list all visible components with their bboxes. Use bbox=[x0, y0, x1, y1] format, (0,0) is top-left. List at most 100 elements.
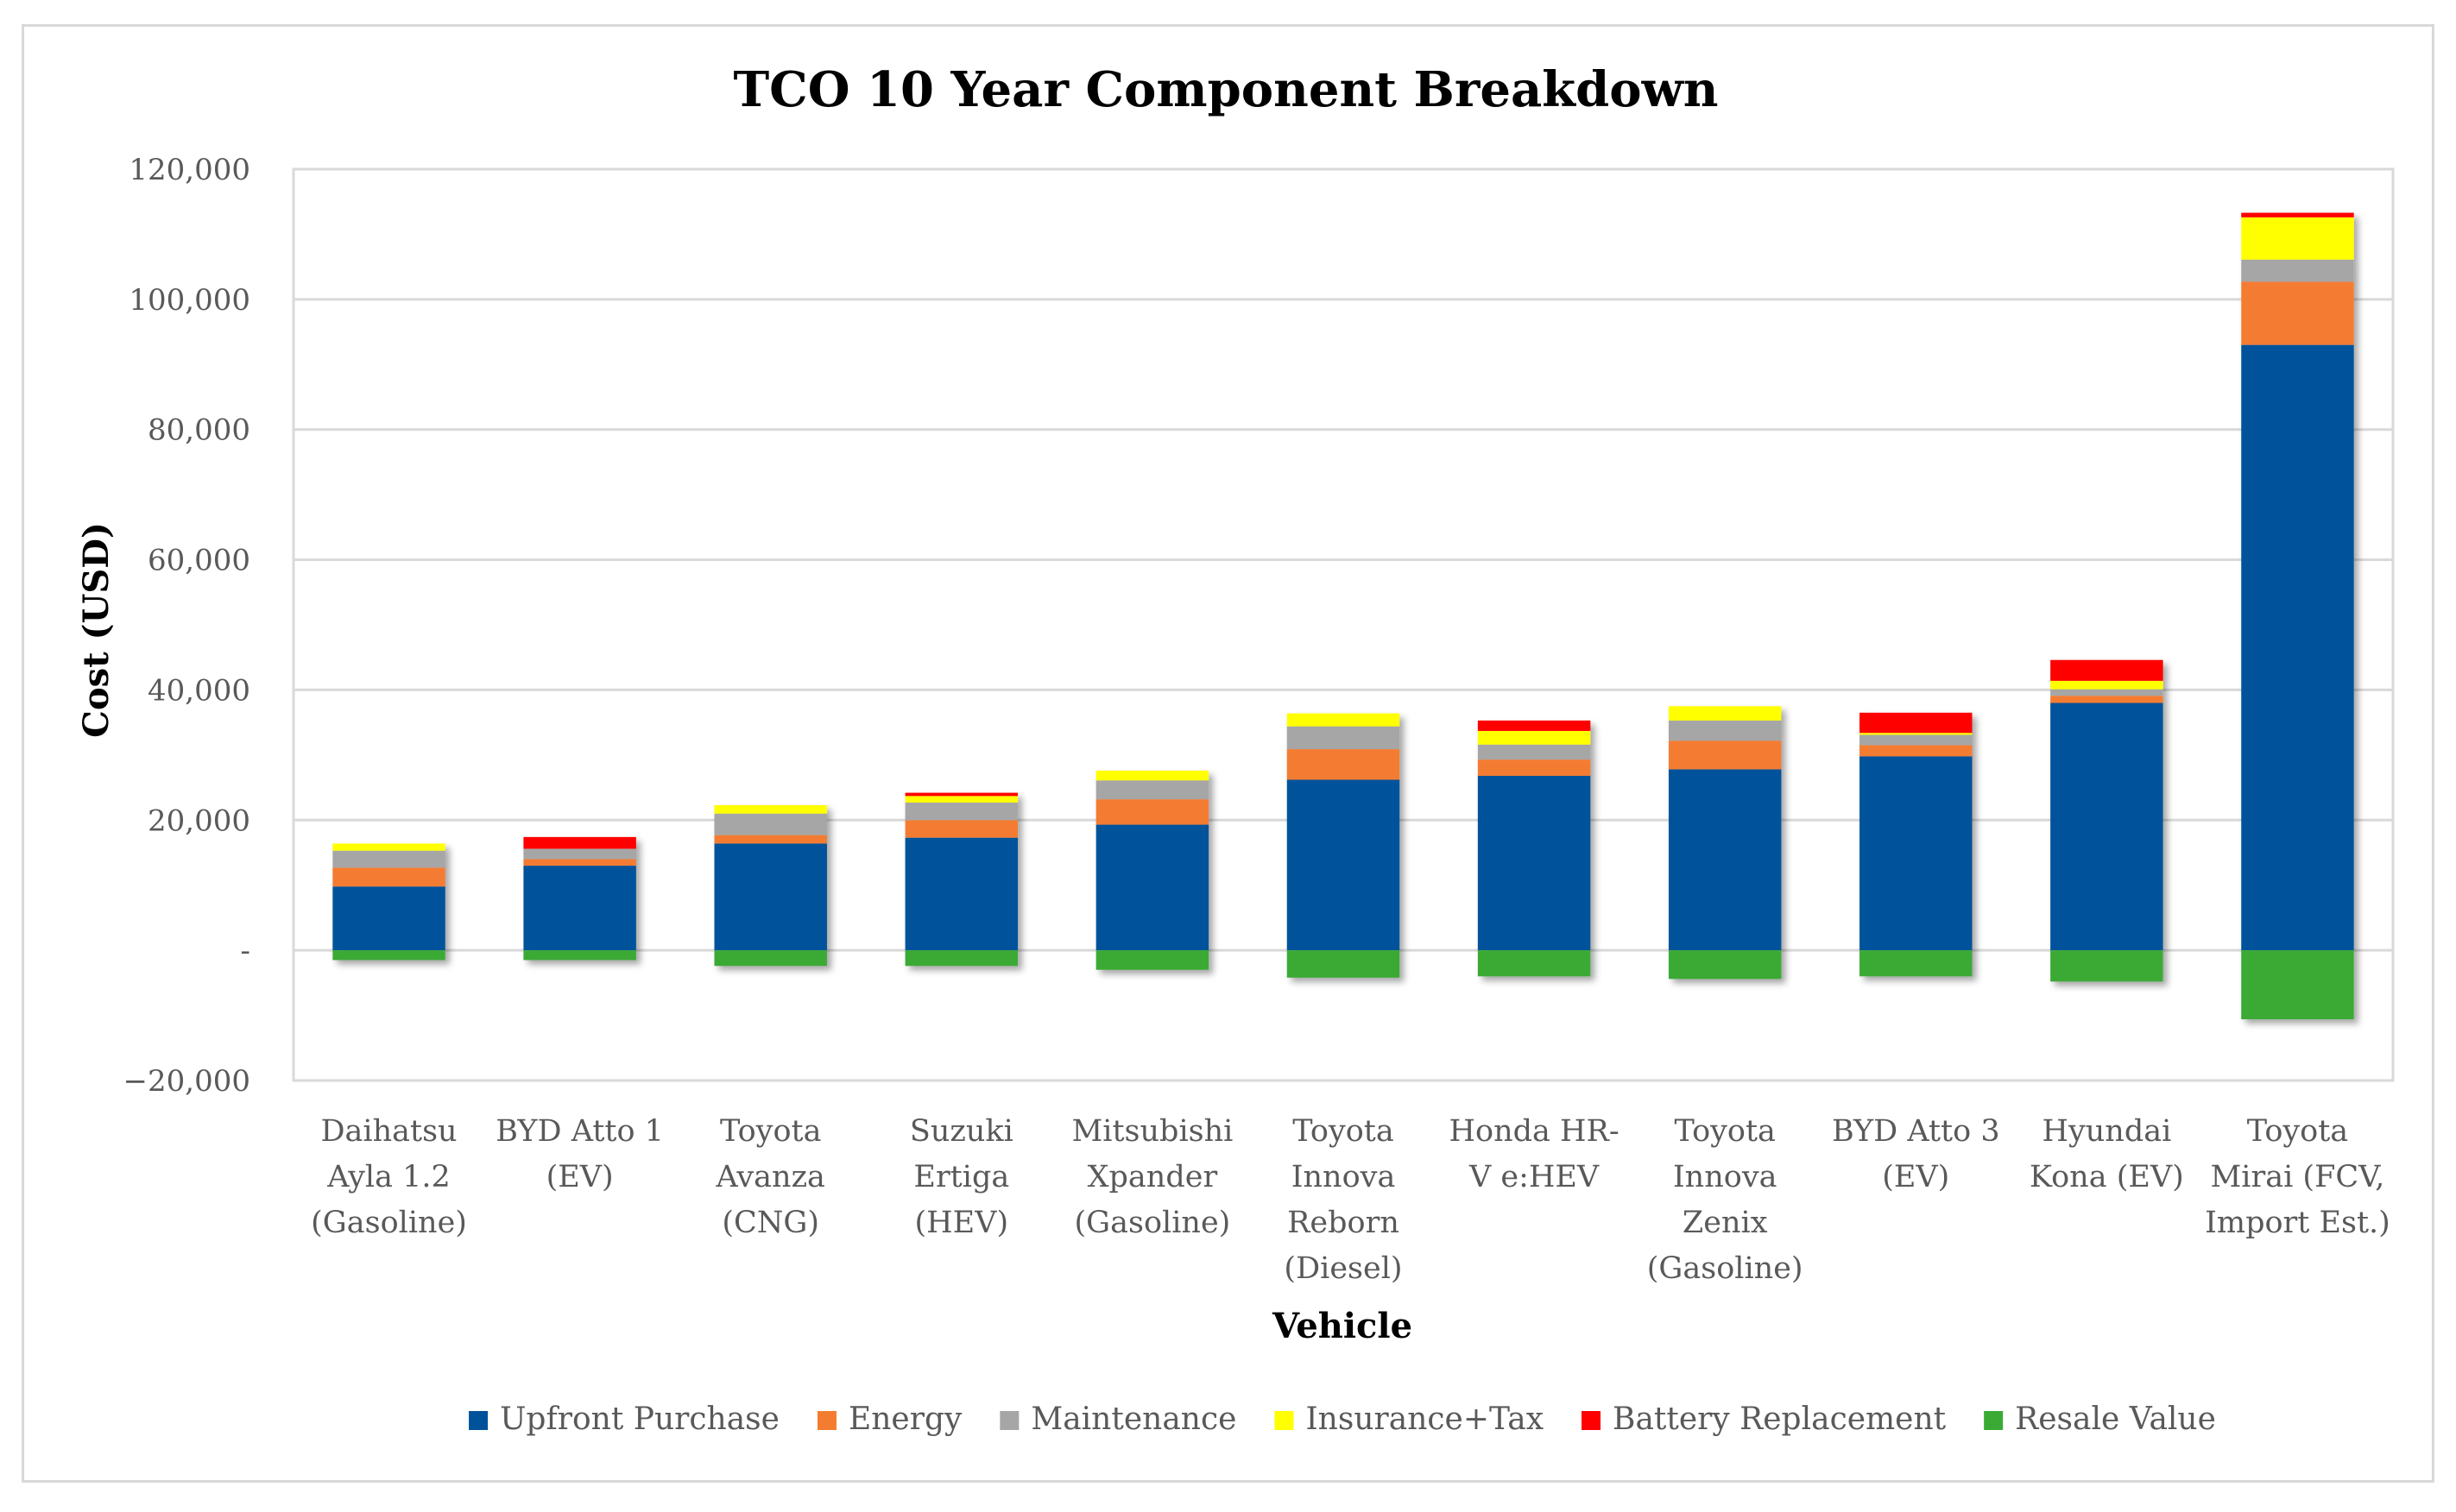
x-tick-label-line: Suzuki bbox=[910, 1114, 1013, 1149]
bar-segment-maintenance bbox=[1859, 734, 1973, 746]
legend-swatch bbox=[817, 1411, 837, 1430]
x-tick-label-line: Mirai (FCV, bbox=[2210, 1160, 2384, 1194]
legend-label: Resale Value bbox=[2015, 1402, 2216, 1437]
bar-segment-upfront-purchase bbox=[1286, 779, 1400, 951]
x-tick-label-line: Import Est.) bbox=[2205, 1206, 2390, 1240]
bar-segment-upfront-purchase bbox=[332, 886, 445, 951]
x-tick-label-line: Hyundai bbox=[2042, 1114, 2171, 1149]
bar-segment-energy bbox=[1095, 799, 1209, 825]
bar-segment-energy bbox=[1286, 749, 1400, 780]
bar-segment-maintenance bbox=[1286, 726, 1400, 750]
bar-segment-battery-replacement bbox=[2050, 659, 2163, 681]
x-tick-label-line: Zenix bbox=[1683, 1206, 1768, 1240]
bar-segment-insurance-tax bbox=[332, 843, 445, 851]
x-tick-label: Honda HR- V e:HEV bbox=[1449, 1114, 1619, 1194]
bar-segment-resale-value bbox=[1668, 950, 1782, 980]
legend-label: Battery Replacement bbox=[1613, 1402, 1947, 1437]
x-tick-label-line: Avanza bbox=[716, 1160, 825, 1194]
plot-area-border bbox=[292, 167, 2395, 1082]
x-tick-label-line: BYD Atto 1 bbox=[496, 1114, 664, 1149]
bar-segment-maintenance bbox=[1668, 720, 1782, 741]
legend-item: Battery Replacement bbox=[1582, 1402, 1947, 1437]
x-tick-label-line: Reborn bbox=[1287, 1206, 1399, 1240]
bar-segment-maintenance bbox=[1095, 780, 1209, 800]
legend-label: Maintenance bbox=[1031, 1402, 1236, 1437]
x-tick-label-line: (Gasoline) bbox=[1647, 1251, 1803, 1286]
x-tick-label-line: Toyota bbox=[1674, 1114, 1775, 1149]
bar-segment-upfront-purchase bbox=[1859, 756, 1973, 951]
bar-segment-energy bbox=[523, 859, 636, 866]
bar-segment-upfront-purchase bbox=[905, 837, 1019, 951]
y-tick-label: 20,000 bbox=[148, 803, 250, 838]
bar-stack bbox=[1859, 712, 1973, 977]
x-tick-label-line: Honda HR- bbox=[1449, 1114, 1619, 1149]
legend-label: Insurance+Tax bbox=[1305, 1402, 1544, 1437]
bar-segment-maintenance bbox=[332, 850, 445, 868]
bar-stack bbox=[332, 843, 445, 961]
bar-stack bbox=[714, 804, 827, 967]
x-tick-label: Toyota Innova Zenix (Gasoline) bbox=[1647, 1114, 1803, 1286]
bar-stack bbox=[905, 792, 1019, 967]
x-tick-label: BYD Atto 1 (EV) bbox=[496, 1114, 664, 1194]
chart-title: TCO 10 Year Component Breakdown bbox=[733, 61, 1718, 118]
x-tick-label-line: Toyota bbox=[1292, 1114, 1393, 1149]
legend-item: Maintenance bbox=[1000, 1402, 1236, 1437]
x-tick-label-line: V e:HEV bbox=[1468, 1160, 1600, 1194]
x-tick-label-line: BYD Atto 3 bbox=[1832, 1114, 2000, 1149]
legend-item: Energy bbox=[817, 1402, 963, 1437]
x-tick-label-line: Xpander bbox=[1088, 1160, 1218, 1194]
legend: Upfront Purchase Energy Maintenance Insuran… bbox=[469, 1402, 2216, 1437]
legend-label: Upfront Purchase bbox=[500, 1402, 780, 1437]
y-tick-label: 40,000 bbox=[148, 673, 250, 708]
bar-segment-resale-value bbox=[2050, 950, 2163, 982]
x-tick-label: Toyota Mirai (FCV, Import Est.) bbox=[2205, 1114, 2390, 1240]
x-tick-label: Mitsubishi Xpander (Gasoline) bbox=[1071, 1114, 1233, 1240]
x-tick-label: Daihatsu Ayla 1.2 (Gasoline) bbox=[311, 1114, 467, 1240]
bar-segment-resale-value bbox=[1477, 950, 1591, 977]
bar-segment-battery-replacement bbox=[2241, 212, 2354, 217]
y-tick-label: 80,000 bbox=[148, 413, 250, 448]
y-tick-label: - bbox=[241, 934, 251, 968]
x-tick-label-line: (Gasoline) bbox=[1075, 1206, 1231, 1240]
bar-segment-upfront-purchase bbox=[2241, 344, 2354, 951]
bar-segment-energy bbox=[714, 835, 827, 844]
y-tick-label: 120,000 bbox=[129, 153, 250, 187]
bar-segment-battery-replacement bbox=[905, 792, 1019, 797]
legend-swatch bbox=[1000, 1411, 1020, 1430]
x-tick-label-line: Innova bbox=[1673, 1160, 1777, 1194]
bar-segment-insurance-tax bbox=[1859, 733, 1973, 735]
bars-layer bbox=[332, 212, 2354, 1020]
bar-segment-resale-value bbox=[714, 950, 827, 967]
bar-segment-resale-value bbox=[1095, 950, 1209, 970]
legend-swatch bbox=[1582, 1411, 1601, 1430]
x-tick-label-line: (EV) bbox=[546, 1160, 614, 1194]
x-tick-label-line: Mitsubishi bbox=[1071, 1114, 1233, 1149]
legend-swatch bbox=[1274, 1411, 1294, 1430]
bar-segment-upfront-purchase bbox=[1668, 769, 1782, 951]
bar-segment-resale-value bbox=[523, 950, 636, 961]
bar-segment-energy bbox=[1477, 759, 1591, 776]
y-tick-labels: −20,000 - 20,000 40,000 60,000 80,000 100,000 1… bbox=[123, 153, 250, 1099]
grid-layer bbox=[292, 167, 2395, 1082]
bar-segment-energy bbox=[1668, 740, 1782, 770]
x-tick-label-line: (CNG) bbox=[722, 1206, 819, 1240]
x-tick-label: Toyota Avanza (CNG) bbox=[716, 1114, 825, 1240]
bar-segment-battery-replacement bbox=[523, 836, 636, 849]
bar-stack bbox=[1286, 713, 1400, 978]
x-tick-label: Hyundai Kona (EV) bbox=[2030, 1114, 2184, 1194]
y-tick-label: 100,000 bbox=[129, 283, 250, 318]
bar-segment-energy bbox=[2241, 281, 2354, 345]
x-tick-label: Toyota Innova Reborn (Diesel) bbox=[1284, 1114, 1402, 1286]
bar-segment-insurance-tax bbox=[2050, 680, 2163, 690]
bar-stack bbox=[1095, 770, 1209, 970]
x-tick-label-line: (HEV) bbox=[914, 1206, 1008, 1240]
bar-segment-maintenance bbox=[905, 802, 1019, 821]
bar-segment-upfront-purchase bbox=[714, 843, 827, 951]
y-tick-label: −20,000 bbox=[123, 1064, 250, 1099]
legend-label: Energy bbox=[849, 1402, 963, 1437]
bar-segment-insurance-tax bbox=[1477, 730, 1591, 745]
legend-item: Insurance+Tax bbox=[1274, 1402, 1544, 1437]
bar-segment-energy bbox=[332, 867, 445, 887]
bar-segment-insurance-tax bbox=[1095, 770, 1209, 781]
